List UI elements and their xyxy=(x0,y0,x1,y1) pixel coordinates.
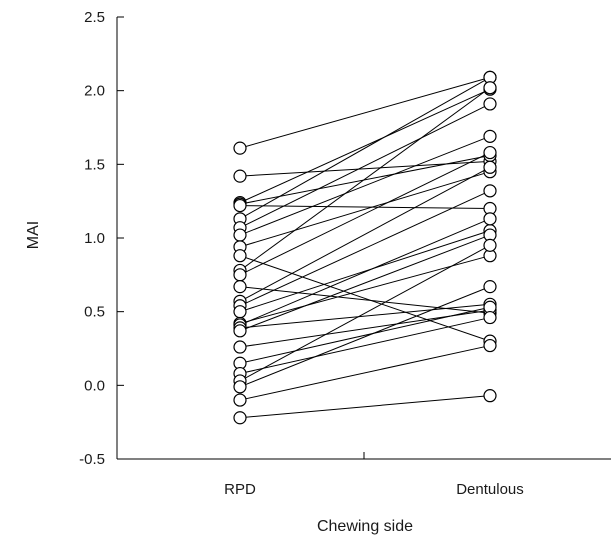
pair-line-23 xyxy=(239,244,491,382)
pair-lines xyxy=(239,76,491,419)
marker-dentulous-26 xyxy=(483,389,497,403)
marker-rpd-15 xyxy=(233,305,247,319)
marker-dentulous-24 xyxy=(483,280,497,294)
pair-line-7 xyxy=(239,135,491,236)
marker-rpd-7 xyxy=(233,228,247,242)
pair-line-22 xyxy=(239,317,491,375)
pair-line-11 xyxy=(239,152,491,276)
marker-rpd-1 xyxy=(233,169,247,183)
y-ticks: -0.5 0.0 0.5 1.0 1.5 2.0 2.5 xyxy=(79,9,124,468)
pair-line-21 xyxy=(239,306,491,364)
x-ticks: RPD Dentulous xyxy=(224,452,524,498)
marker-dentulous-11 xyxy=(483,145,497,160)
pair-line-16 xyxy=(239,255,491,324)
marker-dentulous-6 xyxy=(483,97,497,111)
pair-line-24 xyxy=(239,286,491,388)
marker-dentulous-7 xyxy=(483,129,497,143)
y-tick-label: 0.5 xyxy=(84,304,105,321)
marker-rpd-26 xyxy=(233,411,247,425)
pair-line-8 xyxy=(239,171,491,248)
marker-rpd-11 xyxy=(233,268,247,282)
marker-rpd-20 xyxy=(233,340,247,354)
marker-dentulous-13 xyxy=(483,160,497,174)
marker-dentulous-22 xyxy=(483,310,497,325)
marker-rpd-19 xyxy=(233,324,247,338)
markers xyxy=(233,70,497,425)
marker-rpd-4 xyxy=(233,198,247,213)
pair-line-0 xyxy=(239,76,491,149)
marker-rpd-25 xyxy=(233,393,247,407)
x-tick-label: Dentulous xyxy=(456,481,524,498)
pair-line-17 xyxy=(239,218,491,326)
pair-line-2 xyxy=(239,88,491,204)
pair-line-13 xyxy=(239,166,491,302)
marker-dentulous-17 xyxy=(483,212,497,226)
marker-rpd-9 xyxy=(233,249,247,263)
y-axis: -0.5 0.0 0.5 1.0 1.5 2.0 2.5 xyxy=(79,9,124,468)
y-tick-label: 2.0 xyxy=(84,83,105,100)
pair-line-4 xyxy=(239,205,491,210)
pair-line-15 xyxy=(239,230,491,313)
marker-rpd-12 xyxy=(233,280,247,294)
pair-line-10 xyxy=(239,87,491,271)
marker-dentulous-14 xyxy=(483,184,497,198)
pair-line-1 xyxy=(239,160,491,177)
y-tick-label: 1.0 xyxy=(84,230,105,247)
x-tick-label: RPD xyxy=(224,481,256,498)
marker-rpd-0 xyxy=(233,141,247,155)
pair-line-6 xyxy=(239,103,491,229)
marker-dentulous-10 xyxy=(483,81,497,95)
marker-dentulous-25 xyxy=(483,338,497,353)
pair-line-14 xyxy=(239,190,491,307)
y-tick-label: 2.5 xyxy=(84,9,105,26)
pair-line-18 xyxy=(239,303,491,329)
marker-dentulous-23 xyxy=(483,238,497,252)
x-axis: RPD Dentulous xyxy=(117,452,611,498)
pair-line-26 xyxy=(239,395,491,419)
y-tick-label: 1.5 xyxy=(84,156,105,173)
pair-line-25 xyxy=(239,345,491,401)
pair-line-3 xyxy=(239,155,491,205)
x-axis-title: Chewing side xyxy=(317,518,413,535)
y-tick-label: 0.0 xyxy=(84,377,105,394)
pair-line-5 xyxy=(239,76,491,220)
marker-rpd-24 xyxy=(233,380,247,394)
y-tick-label: -0.5 xyxy=(79,451,105,468)
pair-line-19 xyxy=(239,234,491,332)
y-axis-title: MAI xyxy=(25,221,42,249)
